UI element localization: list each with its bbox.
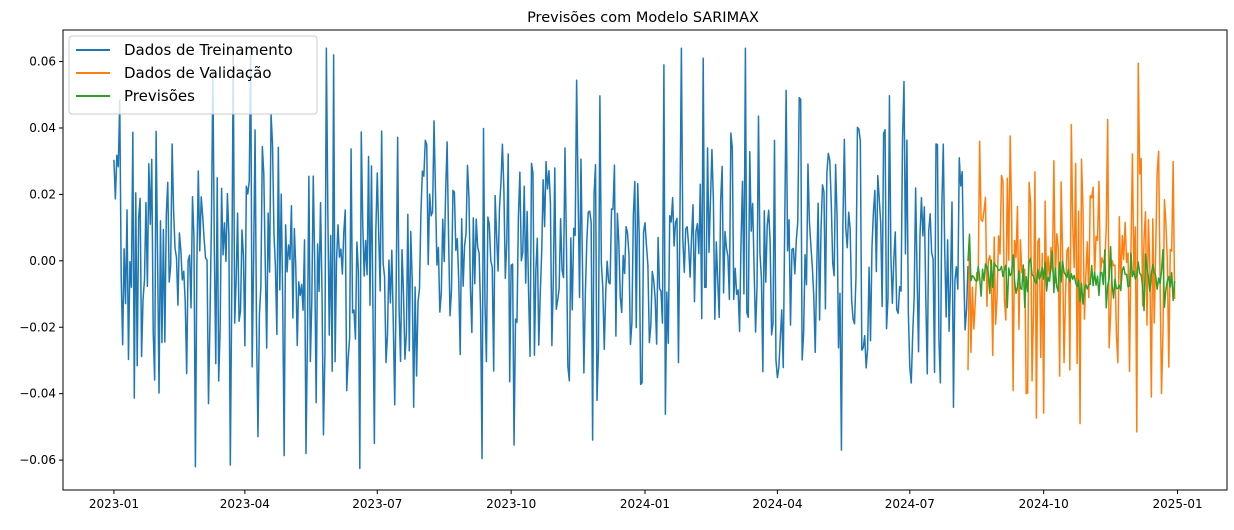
y-tick-label: −0.02 [19,320,56,334]
legend-box [68,35,318,115]
legend-label-3: Previsões [124,87,195,105]
y-tick-label: 0.00 [29,254,56,268]
legend-label-2: Dados de Validação [124,64,272,82]
y-tick-label: 0.04 [29,121,56,135]
series-line-2 [967,62,1176,433]
x-axis: 2023-01 2023-04 2023-07 2023-10 2024-01 2024-… [89,490,1203,511]
y-tick-label: −0.06 [19,453,56,467]
x-tick-label: 2023-10 [486,497,536,511]
x-tick-label: 2025-01 [1152,497,1202,511]
x-tick-label: 2023-04 [220,497,270,511]
y-tick-label: 0.06 [29,55,56,69]
x-tick-label: 2024-04 [752,497,802,511]
x-tick-label: 2024-01 [620,497,670,511]
y-tick-label: −0.04 [19,387,56,401]
series-layer [113,47,1176,470]
chart-title: Previsões com Modelo SARIMAX [527,10,759,26]
legend-label-1: Dados de Treinamento [124,41,293,59]
legend: Dados de Treinamento Dados de Validação Pr… [68,35,318,115]
x-tick-label: 2023-07 [352,497,402,511]
x-tick-label: 2024-07 [885,497,935,511]
x-tick-label: 2024-10 [1019,497,1069,511]
series-line-3 [967,233,1176,312]
y-tick-label: 0.02 [29,187,56,201]
series-line-1 [113,47,969,470]
y-axis: −0.06 −0.04 −0.02 0.00 0.02 0.04 0.06 [19,55,63,467]
x-tick-label: 2023-01 [89,497,139,511]
